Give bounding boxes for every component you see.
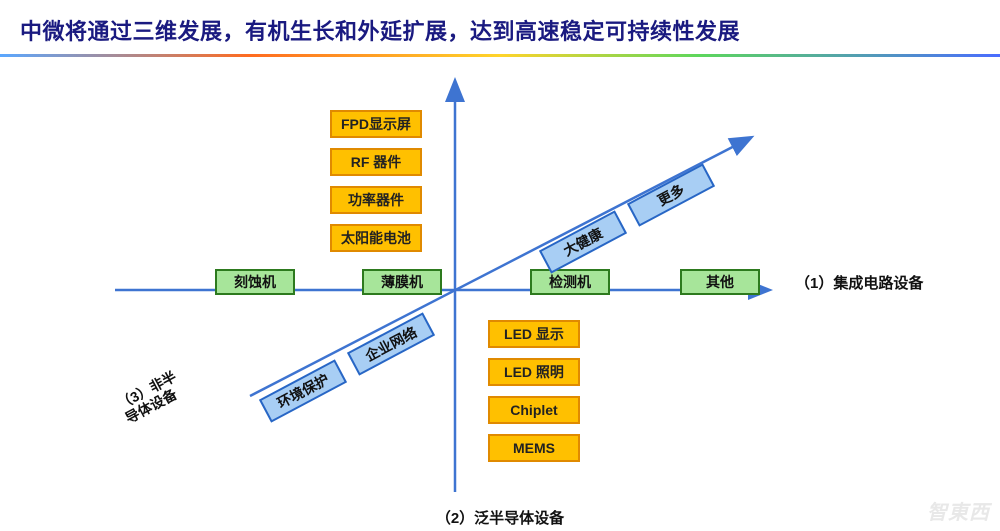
orange-bottom-1: LED 照明 (488, 358, 580, 386)
green-node-2: 检测机 (530, 269, 610, 295)
orange-top-2: 功率器件 (330, 186, 422, 214)
orange-bottom-2: Chiplet (488, 396, 580, 424)
three-axis-diagram: （1）集成电路设备 （2）泛半导体设备 （3）非半 导体设备 刻蚀机薄膜机检测机… (0, 60, 1000, 531)
orange-bottom-0: LED 显示 (488, 320, 580, 348)
orange-top-3: 太阳能电池 (330, 224, 422, 252)
orange-top-0: FPD显示屏 (330, 110, 422, 138)
axis-label-bottom: （2）泛半导体设备 (370, 507, 630, 528)
green-node-3: 其他 (680, 269, 760, 295)
watermark: 智東西 (927, 496, 990, 525)
page-title: 中微将通过三维发展，有机生长和外延扩展，达到高速稳定可持续性发展 (20, 14, 740, 46)
orange-top-1: RF 器件 (330, 148, 422, 176)
orange-bottom-3: MEMS (488, 434, 580, 462)
title-divider (0, 54, 1000, 57)
axis-label-right: （1）集成电路设备 (795, 272, 995, 293)
green-node-1: 薄膜机 (362, 269, 442, 295)
green-node-0: 刻蚀机 (215, 269, 295, 295)
